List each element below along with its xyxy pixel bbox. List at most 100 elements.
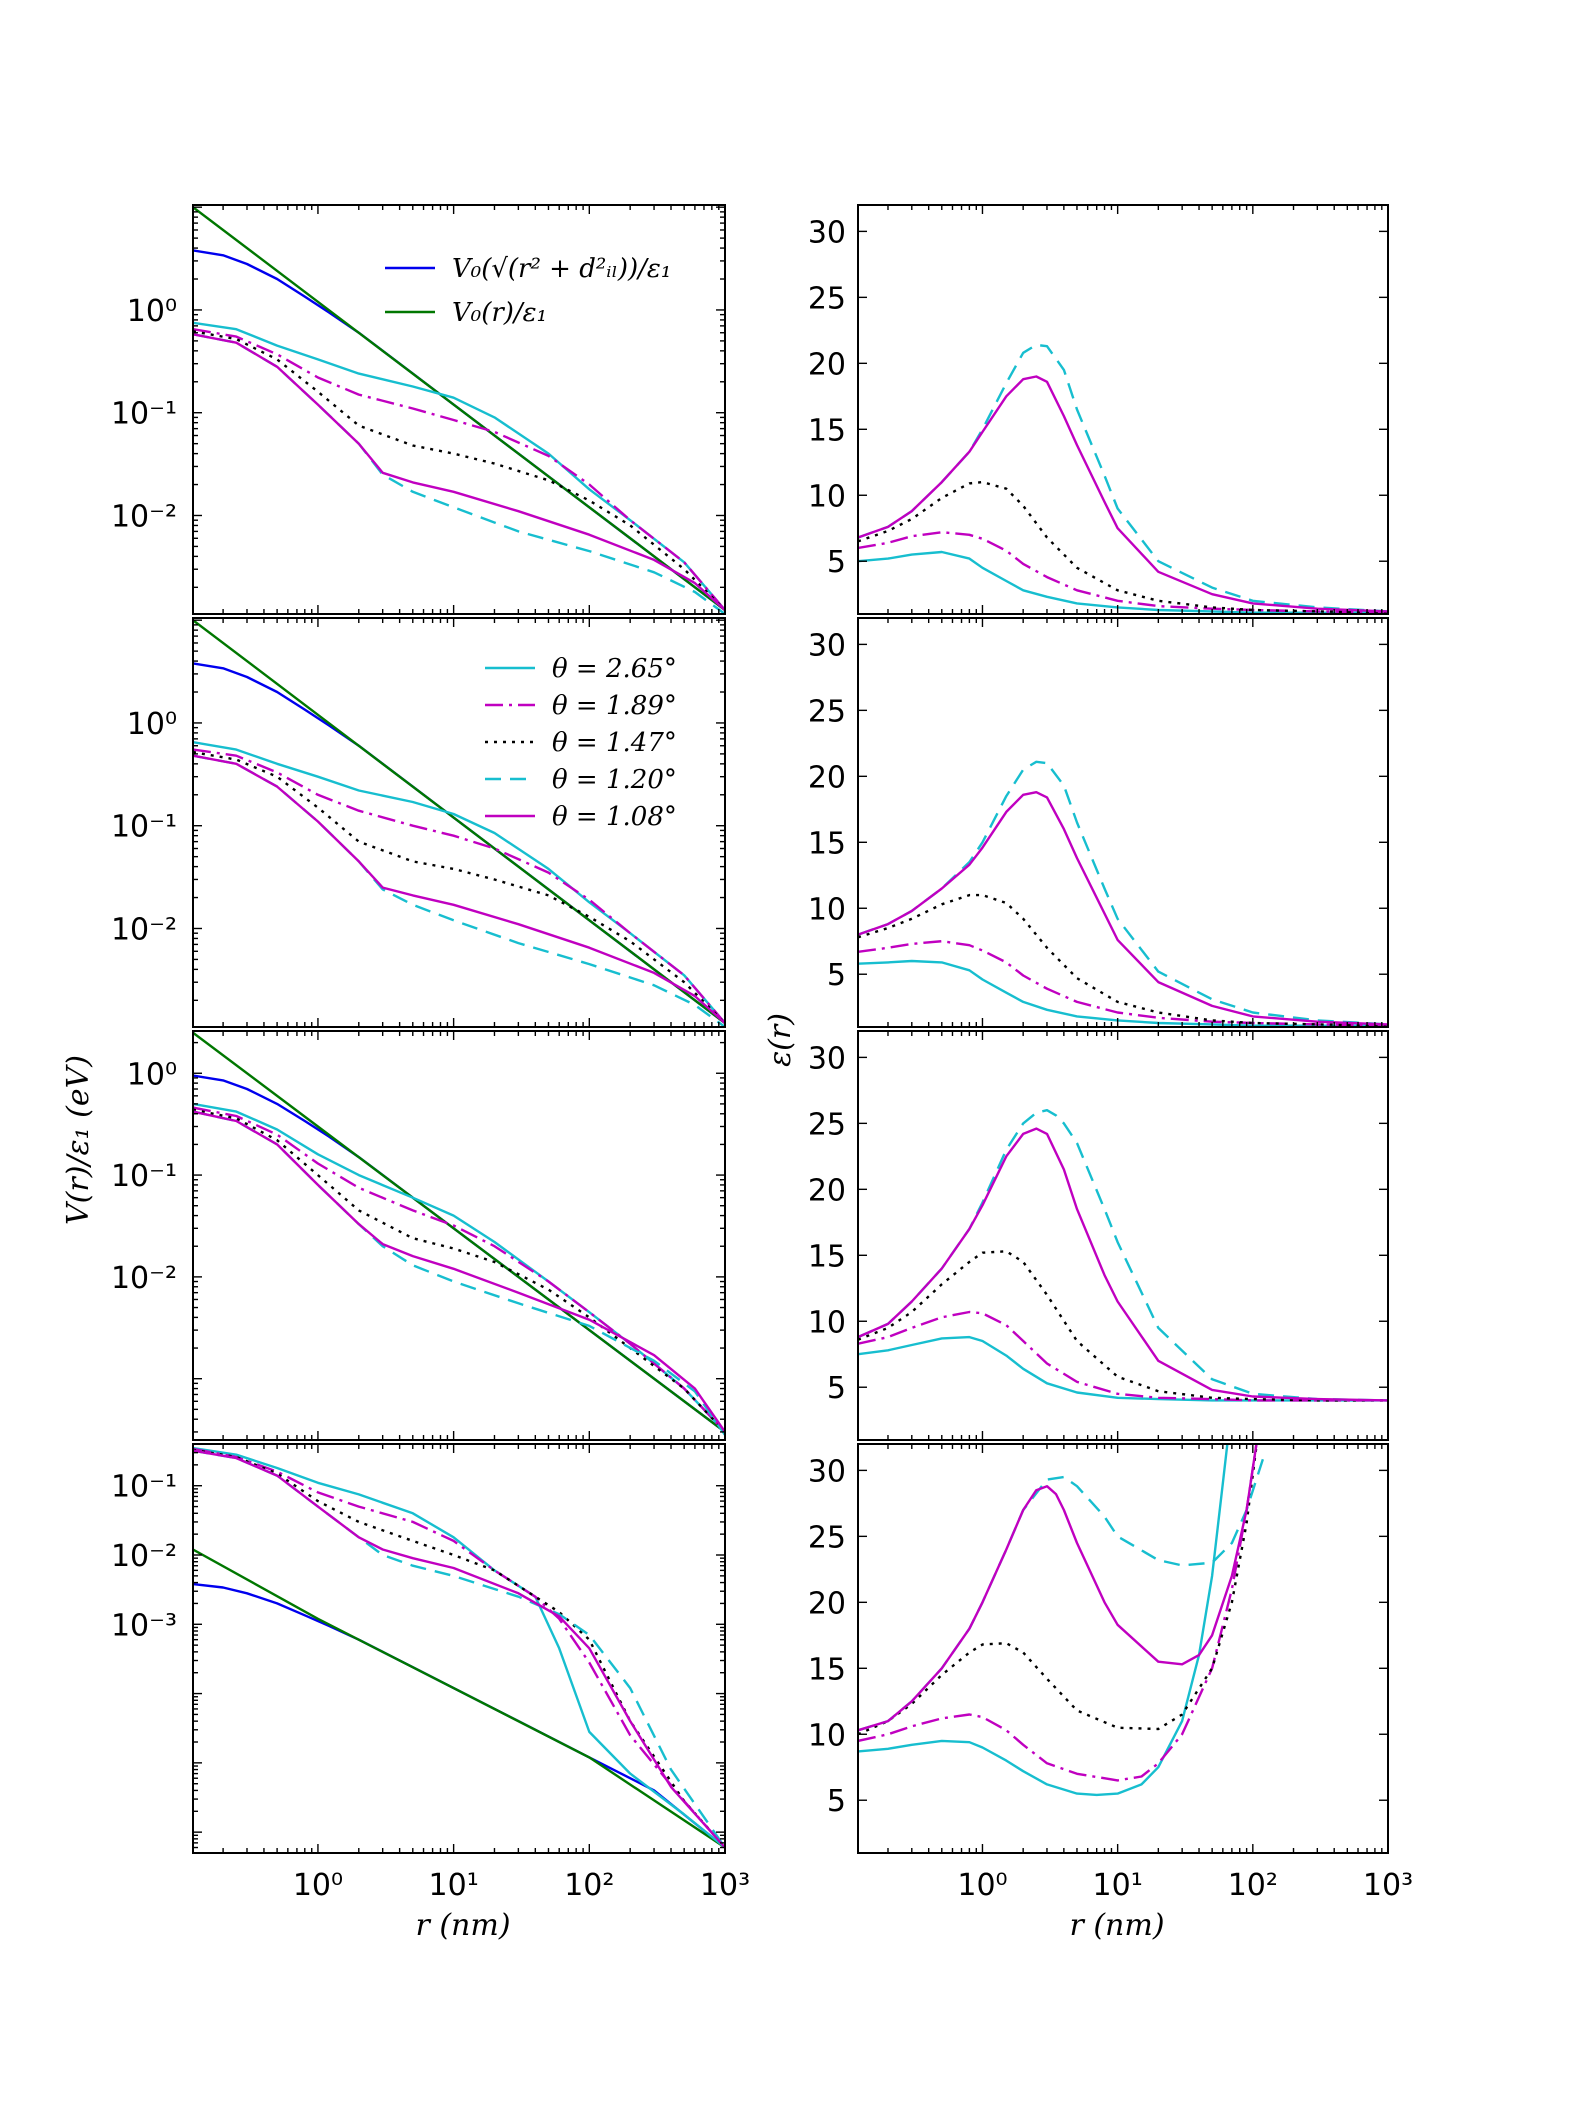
x-tick-label: 10⁰ [957, 1868, 1007, 1903]
legend-label: θ = 2.65° [552, 654, 677, 684]
left-panel-3: 10⁰ 10⁻¹ 10⁻² [111, 1030, 726, 1441]
y-tick-label: 5 [827, 1371, 846, 1406]
y-tick-label: 20 [808, 760, 846, 795]
x-tick-label: 10¹ [1093, 1868, 1143, 1903]
y-tick-label: 10⁻³ [111, 1608, 177, 1643]
y-tick-label: 10⁻² [111, 1539, 177, 1574]
series-line-t189 [193, 1106, 725, 1433]
legend-theta: θ = 2.65° θ = 1.89° θ = 1.47° θ = 1.20° θ = … [485, 654, 677, 832]
series-line-t265 [858, 959, 1388, 1027]
series-line-t120 [193, 1110, 725, 1436]
y-tick-label: 10⁰ [127, 1057, 177, 1092]
series-line-t120 [193, 333, 725, 614]
y-tick-label: 25 [808, 694, 846, 729]
series-line-t147 [858, 893, 1388, 1027]
left-x-axis-label: r (nm) [415, 1908, 510, 1943]
series-line-t120 [858, 343, 1388, 613]
series-line-t265 [193, 1446, 725, 1849]
axes-frame [857, 1443, 1389, 1854]
series-line-t265 [193, 321, 725, 611]
y-tick-label: 20 [808, 1173, 846, 1208]
y-tick-label: 10 [808, 479, 846, 514]
series-line-t108 [193, 1449, 725, 1849]
series-line-V0_sqrt [193, 1074, 725, 1433]
axes-frame [192, 1030, 726, 1441]
right-panel-3: 5 10 15 20 25 30 [808, 1030, 1389, 1441]
y-tick-label: 10 [808, 1718, 846, 1753]
y-tick-label: 10 [808, 892, 846, 927]
axes-frame [192, 204, 726, 615]
series-line-t108 [858, 1444, 1258, 1732]
series-line-t147 [193, 330, 725, 611]
x-tick-label: 10² [1228, 1868, 1278, 1903]
axes-frame [192, 617, 726, 1028]
axes-frame [857, 1030, 1389, 1441]
series-line-t147 [858, 1444, 1258, 1736]
y-tick-label: 30 [808, 1454, 846, 1489]
series-line-t120 [858, 1108, 1388, 1402]
left-panel-1: 10⁰ 10⁻¹ 10⁻² V₀(√(r² + d²ᵢₗ))/ε₁ V₀(r)/ε₁ [111, 204, 726, 615]
series-line-V0 [193, 1548, 725, 1849]
series-line-t108 [193, 1110, 725, 1433]
plot-area [858, 1444, 1265, 1797]
left-column: 10⁰ 10⁻¹ 10⁻² V₀(√(r² + d²ᵢₗ))/ε₁ V₀(r)/ε₁ 1… [111, 204, 750, 1903]
y-tick-label: 5 [827, 958, 846, 993]
right-y-axis-label: ε(r) [763, 1013, 798, 1067]
series-line-V0_sqrt [193, 1582, 725, 1849]
y-tick-label: 20 [808, 347, 846, 382]
series-line-t189 [858, 1310, 1388, 1402]
legend-label: V₀(√(r² + d²ᵢₗ))/ε₁ [452, 254, 671, 284]
y-tick-label: 10⁻¹ [111, 810, 177, 845]
y-tick-label: 15 [808, 413, 846, 448]
y-tick-label: 20 [808, 1586, 846, 1621]
series-line-t108 [193, 754, 725, 1024]
y-tick-label: 10⁻² [111, 1261, 177, 1296]
series-line-t120 [193, 754, 725, 1027]
series-line-t108 [858, 791, 1388, 1026]
series-line-V0 [193, 619, 725, 1025]
right-panel-1: 5 10 15 20 25 30 [808, 204, 1389, 615]
y-tick-label: 10⁻² [111, 912, 177, 947]
legend-label: θ = 1.20° [552, 765, 677, 795]
x-tick-label: 10² [564, 1868, 614, 1903]
x-tick-label: 10¹ [429, 1868, 479, 1903]
legend-potential: V₀(√(r² + d²ᵢₗ))/ε₁ V₀(r)/ε₁ [385, 254, 671, 328]
plot-area [193, 1446, 725, 1849]
series-line-t147 [193, 1448, 725, 1849]
plot-area [858, 760, 1388, 1027]
y-tick-label: 5 [827, 1784, 846, 1819]
right-panel-2: 5 10 15 20 25 30 [808, 617, 1389, 1028]
series-line-t147 [858, 1250, 1388, 1402]
series-line-t265 [193, 741, 725, 1024]
left-panel-4: 10⁰ 10¹ 10² 10³ 10⁻¹ 10⁻² 10⁻³ [111, 1443, 750, 1903]
series-line-t265 [858, 550, 1388, 614]
series-line-t108 [858, 375, 1388, 613]
right-x-axis-label: r (nm) [1069, 1908, 1164, 1943]
series-line-t147 [858, 480, 1388, 614]
series-line-t120 [193, 1449, 725, 1849]
left-y-axis-label: V(r)/ε₁ (eV) [61, 1055, 96, 1225]
series-line-t189 [858, 1444, 1258, 1782]
y-tick-label: 30 [808, 628, 846, 663]
legend-label: θ = 1.08° [552, 802, 677, 832]
y-tick-label: 10⁻¹ [111, 1470, 177, 1505]
y-tick-label: 15 [808, 1652, 846, 1687]
series-line-t189 [858, 940, 1388, 1027]
axes-frame [857, 204, 1389, 615]
legend-label: θ = 1.89° [552, 691, 677, 721]
series-line-t108 [858, 1127, 1388, 1402]
y-tick-label: 5 [827, 545, 846, 580]
y-tick-label: 10⁻¹ [111, 397, 177, 432]
y-tick-label: 10⁰ [127, 294, 177, 329]
y-tick-label: 10 [808, 1305, 846, 1340]
series-line-t189 [193, 328, 725, 611]
right-panel-4: 10⁰ 10¹ 10² 10³ 5 10 15 20 25 30 [808, 1443, 1413, 1903]
y-tick-label: 15 [808, 826, 846, 861]
legend-label: θ = 1.47° [552, 728, 677, 758]
series-line-t265 [858, 1444, 1229, 1797]
legend-label: V₀(r)/ε₁ [452, 298, 547, 328]
y-tick-label: 15 [808, 1239, 846, 1274]
